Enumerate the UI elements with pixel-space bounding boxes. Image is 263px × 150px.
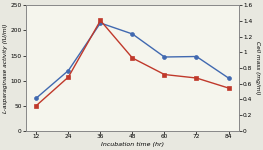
X-axis label: Incubation time (hr): Incubation time (hr) bbox=[101, 142, 164, 147]
Y-axis label: L-asparaginase activity (IU/ml): L-asparaginase activity (IU/ml) bbox=[3, 23, 8, 113]
Y-axis label: Cell mass (mg/ml): Cell mass (mg/ml) bbox=[255, 41, 260, 95]
